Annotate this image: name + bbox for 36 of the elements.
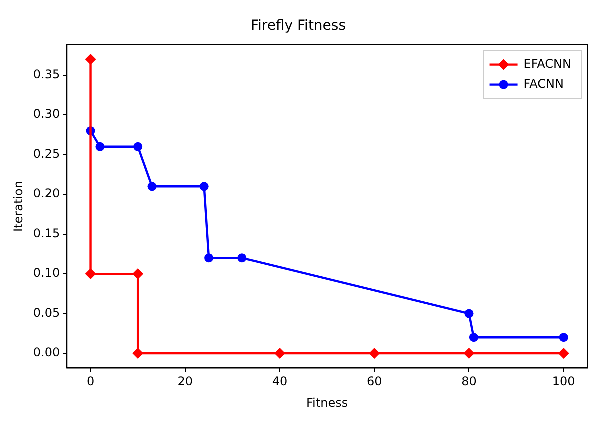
y-tick-label: 0.10 — [33, 266, 60, 280]
point — [464, 348, 475, 359]
point — [274, 348, 286, 359]
point — [558, 348, 570, 359]
y-tick-label: 0.00 — [33, 346, 60, 360]
x-tick-label: 60 — [366, 374, 382, 389]
point — [132, 268, 144, 280]
point — [238, 254, 247, 263]
x-tick-label: 100 — [552, 374, 576, 389]
chart-title: Firefly Fitness — [250, 18, 346, 34]
point — [134, 142, 143, 152]
y-tick-label: 0.25 — [33, 146, 60, 161]
x-tick-label: 0 — [86, 374, 95, 389]
point — [200, 182, 209, 192]
y-tick-label: 0.35 — [33, 68, 60, 82]
point — [96, 142, 105, 152]
point — [132, 348, 144, 359]
legend-label: FACNN — [524, 76, 564, 91]
x-axis-title: Fitness — [306, 396, 348, 410]
y-axis-title: Iteration — [11, 181, 26, 232]
y-tick-label: 0.30 — [33, 107, 60, 122]
y-tick-label: 0.05 — [33, 306, 60, 320]
point — [559, 333, 568, 342]
y-tick-label: 0.15 — [33, 226, 60, 240]
x-tick-label: 40 — [272, 374, 288, 389]
point — [85, 54, 96, 65]
point — [464, 309, 474, 318]
point — [369, 348, 380, 359]
x-tick-label: 80 — [462, 374, 477, 389]
point — [85, 268, 96, 280]
legend-label: EFACNN — [524, 56, 572, 71]
point — [148, 182, 157, 192]
x-tick-label: 20 — [178, 374, 194, 389]
point — [469, 333, 478, 342]
y-tick-label: 0.20 — [33, 186, 60, 201]
point — [204, 254, 214, 263]
